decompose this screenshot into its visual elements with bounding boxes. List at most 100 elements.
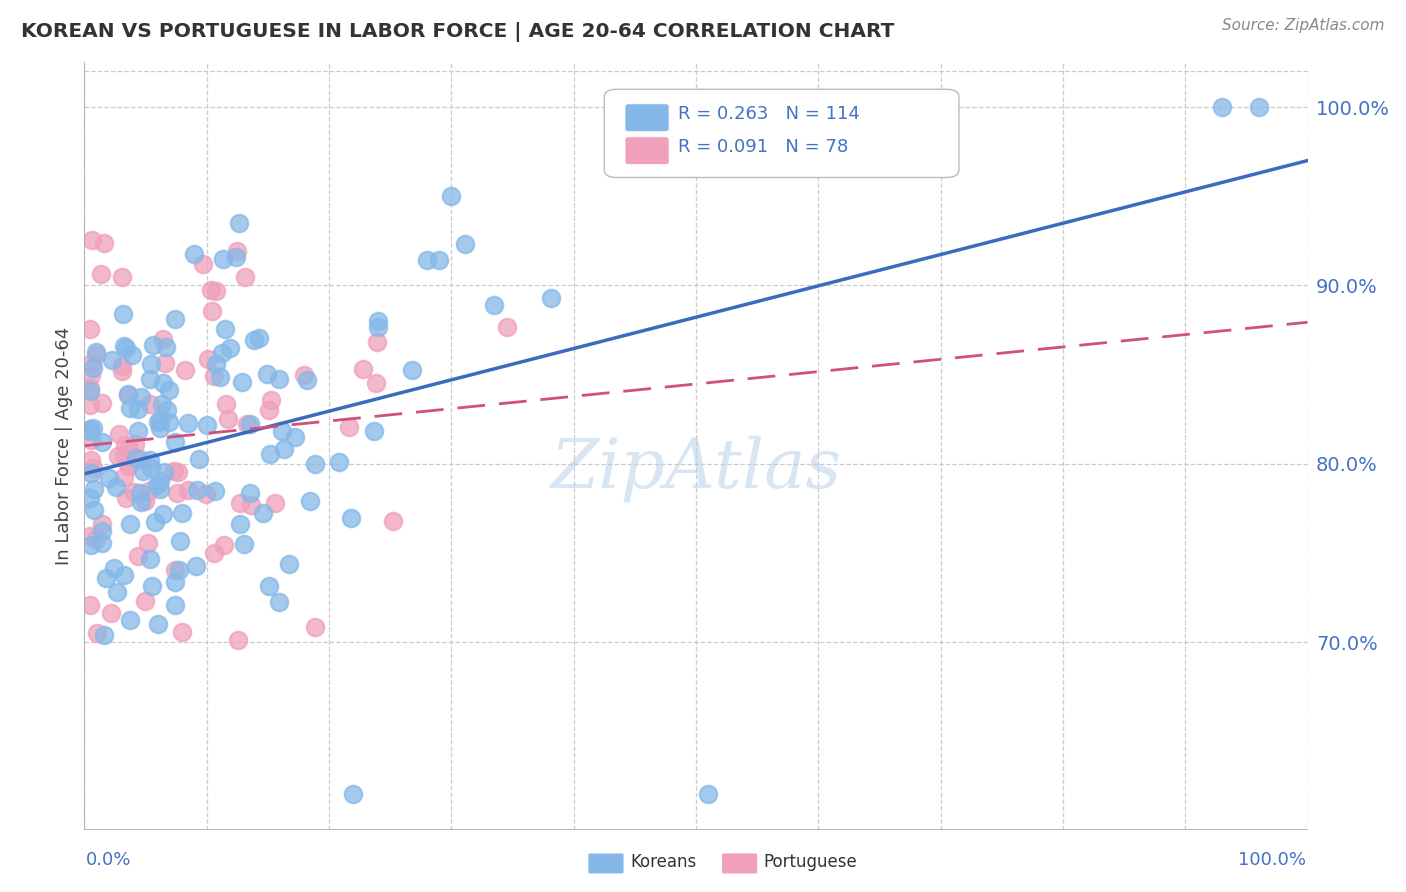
Point	[91, 516, 114, 531]
Point	[90, 434, 112, 449]
Point	[79, 598, 101, 612]
Point	[79, 381, 101, 395]
Point	[270, 424, 292, 438]
Point	[284, 430, 307, 444]
Point	[139, 358, 162, 372]
Point	[114, 491, 136, 505]
Point	[118, 441, 141, 455]
Point	[105, 585, 128, 599]
Point	[111, 364, 134, 378]
Point	[212, 538, 235, 552]
Point	[197, 417, 219, 432]
Point	[80, 356, 103, 370]
Point	[82, 421, 104, 435]
Point	[211, 346, 233, 360]
Point	[118, 401, 141, 415]
Point	[204, 484, 226, 499]
Point	[149, 421, 172, 435]
Point	[127, 549, 149, 563]
Point	[259, 448, 281, 462]
Point	[252, 507, 274, 521]
Point	[134, 494, 156, 508]
Point	[328, 455, 350, 469]
Point	[202, 546, 225, 560]
Point	[150, 397, 173, 411]
Text: Koreans: Koreans	[630, 853, 696, 871]
Point	[131, 495, 153, 509]
Point	[496, 319, 519, 334]
Point	[382, 514, 405, 528]
Point	[82, 460, 104, 475]
Point	[201, 304, 224, 318]
Point	[80, 434, 103, 448]
Point	[121, 348, 143, 362]
Point	[103, 561, 125, 575]
Point	[231, 375, 253, 389]
Point	[112, 470, 135, 484]
Point	[170, 506, 193, 520]
Point	[146, 415, 169, 429]
Point	[111, 307, 134, 321]
Point	[197, 351, 219, 366]
Point	[200, 283, 222, 297]
Point	[152, 465, 174, 479]
Point	[257, 578, 280, 592]
Point	[217, 412, 239, 426]
Point	[304, 457, 326, 471]
Point	[278, 557, 301, 571]
Point	[233, 269, 256, 284]
Point	[152, 332, 174, 346]
Point	[84, 348, 107, 362]
Point	[117, 387, 139, 401]
Point	[80, 368, 103, 383]
Text: Portuguese: Portuguese	[763, 853, 858, 871]
Point	[208, 369, 231, 384]
Point	[169, 534, 191, 549]
Point	[187, 451, 209, 466]
Point	[177, 416, 200, 430]
Point	[79, 425, 101, 439]
Point	[96, 571, 118, 585]
Point	[108, 427, 131, 442]
Point	[263, 496, 285, 510]
Point	[101, 353, 124, 368]
Point	[697, 787, 720, 801]
Text: 100.0%: 100.0%	[1239, 851, 1306, 869]
Point	[138, 552, 160, 566]
Point	[91, 536, 114, 550]
Point	[84, 532, 107, 546]
Point	[139, 397, 162, 411]
Point	[240, 499, 263, 513]
Point	[120, 613, 142, 627]
Text: Source: ZipAtlas.com: Source: ZipAtlas.com	[1222, 18, 1385, 33]
Point	[401, 363, 423, 377]
Point	[111, 269, 134, 284]
Point	[247, 331, 270, 345]
Point	[259, 393, 281, 408]
Point	[239, 417, 262, 431]
Point	[342, 787, 364, 801]
Point	[112, 449, 135, 463]
Point	[79, 322, 101, 336]
Point	[204, 285, 226, 299]
Point	[292, 368, 315, 382]
Point	[129, 451, 152, 466]
Point	[93, 627, 115, 641]
Point	[146, 617, 169, 632]
FancyBboxPatch shape	[626, 136, 669, 164]
Point	[124, 436, 146, 450]
Point	[366, 334, 388, 349]
Point	[298, 493, 321, 508]
Point	[1211, 100, 1233, 114]
Point	[226, 633, 249, 648]
Point	[149, 413, 172, 427]
Point	[454, 236, 477, 251]
Point	[229, 516, 252, 531]
Point	[236, 417, 259, 431]
Point	[79, 529, 101, 543]
Point	[146, 478, 169, 492]
Text: ZipAtlas: ZipAtlas	[550, 435, 842, 502]
Point	[167, 563, 190, 577]
Point	[143, 515, 166, 529]
Point	[364, 376, 387, 390]
